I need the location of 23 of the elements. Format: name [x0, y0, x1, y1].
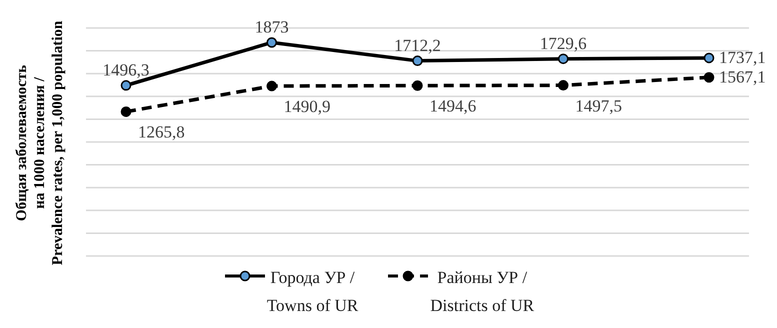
- data-label: 1496,3: [102, 60, 150, 80]
- legend-label: Города УР / Towns of UR: [266, 267, 358, 317]
- point: [412, 56, 423, 66]
- point: [266, 80, 277, 92]
- data-label: 1265,8: [138, 122, 185, 142]
- legend-label: Районы УР / Districts of UR: [430, 267, 534, 317]
- point: [120, 80, 132, 91]
- data-label: 1490,9: [284, 97, 330, 116]
- data-label: 1873: [254, 17, 289, 36]
- point: [704, 72, 714, 83]
- point: [558, 54, 568, 64]
- data-label: 1567,1: [719, 67, 766, 86]
- data-label: 1729,6: [540, 34, 587, 53]
- point: [558, 80, 568, 91]
- point: [266, 37, 277, 48]
- point: [412, 80, 423, 91]
- data-label: 1494,6: [430, 96, 476, 116]
- y-axis-title: Общая заболеваемость на 1000 населения / Prevalence rates, per 1,000 population: [14, 20, 66, 266]
- point: [704, 52, 714, 64]
- data-label: 1497,5: [575, 96, 622, 116]
- data-label: 1712,2: [394, 36, 441, 55]
- data-label: 1737,1: [719, 48, 766, 67]
- point: [120, 106, 132, 117]
